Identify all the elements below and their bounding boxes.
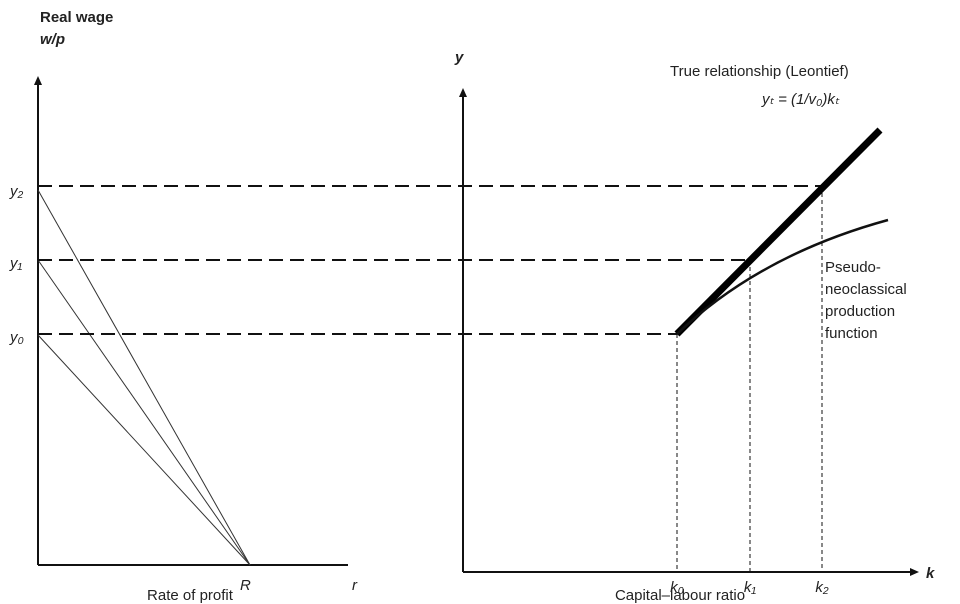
y-axis-symbol: w/p <box>40 31 65 48</box>
wage-profit-line <box>37 259 251 566</box>
annotation: True relationship (Leontief) <box>670 63 849 80</box>
annotation: function <box>825 325 878 342</box>
wage-profit-line <box>37 334 251 566</box>
y-axis-symbol: y <box>454 49 464 66</box>
x-tick: k₀ <box>670 579 684 596</box>
x-tick: R <box>240 577 251 594</box>
x-axis-symbol: r <box>352 577 358 594</box>
x-tick: k₁ <box>744 579 757 596</box>
leontief-line <box>674 127 883 337</box>
equation: yₜ = (1/v₀)kₜ <box>761 91 840 108</box>
x-axis-label: Capital–labour ratio <box>615 587 745 604</box>
x-axis-symbol: k <box>926 565 935 582</box>
x-axis-label: Rate of profit <box>147 587 234 604</box>
annotation: production <box>825 303 895 320</box>
wage-profit-line <box>37 189 251 566</box>
annotation: Pseudo- <box>825 259 881 276</box>
y-tick: y₂ <box>9 183 24 200</box>
y-axis-label: Real wage <box>40 9 113 26</box>
y-tick: y₀ <box>9 329 24 346</box>
y-tick: y₁ <box>9 255 23 272</box>
x-tick: k₂ <box>815 579 829 596</box>
pseudo-curve <box>676 218 889 335</box>
annotation: neoclassical <box>825 281 907 298</box>
